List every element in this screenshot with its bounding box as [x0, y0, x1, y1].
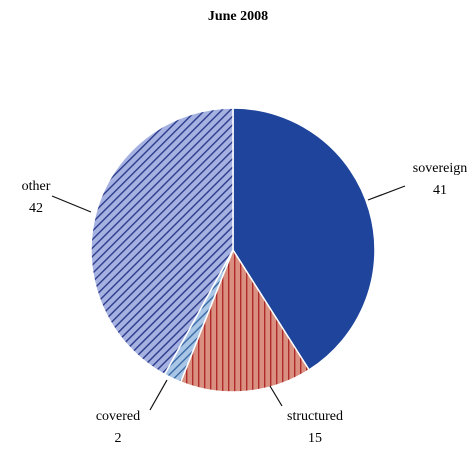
leader-line-structured — [270, 386, 282, 406]
leader-line-other — [52, 196, 91, 212]
slice-value-structured: 15 — [308, 431, 322, 446]
slice-label-sovereign: sovereign — [413, 161, 467, 176]
slice-value-covered: 2 — [115, 431, 122, 446]
slice-label-covered: covered — [96, 409, 140, 424]
chart-title: June 2008 — [208, 9, 268, 24]
slice-label-structured: structured — [287, 409, 343, 424]
slice-value-other: 42 — [29, 201, 43, 216]
slice-label-other: other — [22, 179, 51, 194]
leader-line-sovereign — [368, 186, 405, 200]
leader-line-covered — [150, 380, 167, 410]
slice-value-sovereign: 41 — [433, 183, 447, 198]
pie-slices — [91, 108, 375, 392]
